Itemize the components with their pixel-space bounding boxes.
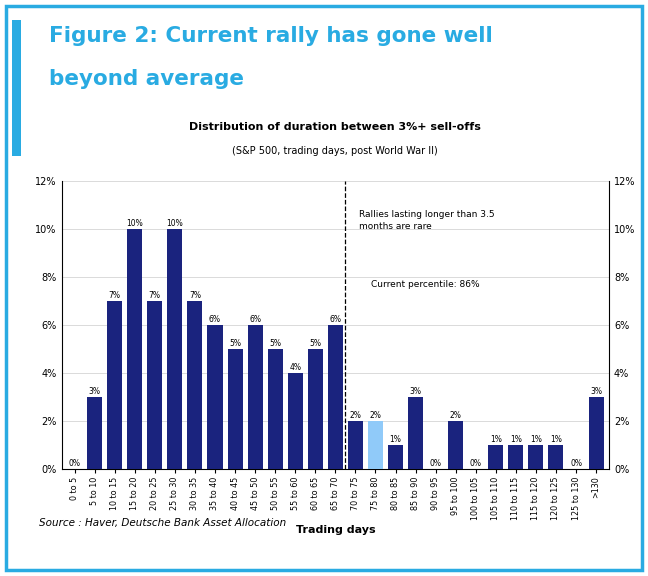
Bar (147, 301, 163, 469)
Text: 6%: 6% (329, 314, 341, 324)
Text: 0%: 0% (570, 458, 582, 468)
Text: 2%: 2% (369, 411, 382, 419)
Text: 5%: 5% (229, 339, 241, 347)
Text: 3%: 3% (590, 386, 602, 396)
Text: Source : Haver, Deutsche Bank Asset Allocation: Source : Haver, Deutsche Bank Asset Allo… (39, 518, 286, 528)
Text: 5%: 5% (269, 339, 281, 347)
Text: (S&P 500, trading days, post World War II): (S&P 500, trading days, post World War I… (233, 146, 438, 156)
Bar (127, 229, 143, 469)
Text: 0%: 0% (69, 458, 80, 468)
Bar (508, 445, 524, 469)
Bar (308, 350, 323, 469)
Bar (87, 397, 102, 469)
Text: 1%: 1% (530, 434, 542, 444)
Bar (248, 325, 262, 469)
Text: 10%: 10% (167, 218, 183, 228)
Text: 7%: 7% (109, 290, 121, 300)
Text: 2%: 2% (450, 411, 461, 419)
Bar (187, 301, 202, 469)
Text: Distribution of duration between 3%+ sell-offs: Distribution of duration between 3%+ sel… (189, 123, 481, 132)
Text: 3%: 3% (410, 386, 422, 396)
Bar (207, 325, 222, 469)
Bar (268, 350, 283, 469)
Text: 3%: 3% (89, 386, 100, 396)
Bar (288, 373, 303, 469)
Text: 1%: 1% (389, 434, 402, 444)
Bar (588, 397, 603, 469)
Text: 1%: 1% (490, 434, 502, 444)
Bar (388, 445, 403, 469)
Bar (448, 422, 463, 469)
Bar (548, 445, 564, 469)
Text: 6%: 6% (209, 314, 221, 324)
Bar (107, 301, 122, 469)
Text: 5%: 5% (309, 339, 321, 347)
Text: 2%: 2% (349, 411, 362, 419)
Text: Rallies lasting longer than 3.5
months are rare: Rallies lasting longer than 3.5 months a… (360, 210, 495, 231)
Text: 0%: 0% (430, 458, 442, 468)
X-axis label: Trading days: Trading days (295, 525, 375, 536)
Bar (227, 350, 242, 469)
Text: 6%: 6% (249, 314, 261, 324)
Bar (408, 397, 423, 469)
Text: 7%: 7% (149, 290, 161, 300)
Text: 7%: 7% (189, 290, 201, 300)
Text: 1%: 1% (550, 434, 562, 444)
Bar (528, 445, 544, 469)
Bar (167, 229, 182, 469)
Text: 0%: 0% (470, 458, 481, 468)
Text: 4%: 4% (289, 362, 301, 372)
Bar (489, 445, 503, 469)
Text: 10%: 10% (126, 218, 143, 228)
Text: Figure 2: Current rally has gone well: Figure 2: Current rally has gone well (49, 26, 492, 46)
Text: beyond average: beyond average (49, 69, 244, 89)
Bar (328, 325, 343, 469)
Bar (348, 422, 363, 469)
Text: 1%: 1% (510, 434, 522, 444)
Bar (368, 422, 383, 469)
Text: Current percentile: 86%: Current percentile: 86% (371, 280, 480, 289)
